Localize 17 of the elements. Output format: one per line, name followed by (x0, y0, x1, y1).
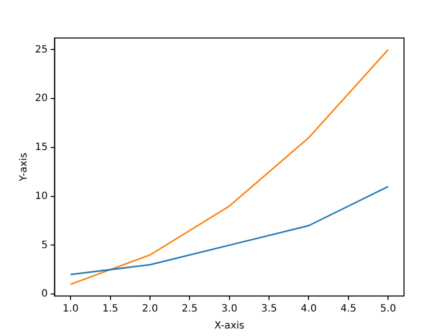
x-tick-label: 2.5 (182, 304, 198, 315)
x-tick-label: 3.0 (221, 304, 238, 315)
y-axis-title: Y-axis (18, 152, 30, 182)
y-tick-label: 10 (34, 190, 48, 202)
x-tick-label: 4.0 (300, 304, 317, 315)
x-tick-label: 1.0 (62, 304, 79, 315)
x-tick-label: 5.0 (380, 304, 396, 315)
y-tick-label: 5 (41, 240, 48, 251)
x-tick-label: 3.5 (261, 304, 278, 315)
x-axis-title: X-axis (214, 320, 244, 332)
x-tick-label: 1.5 (102, 304, 118, 315)
y-tick-label: 20 (34, 93, 48, 104)
y-tick-label: 15 (34, 142, 48, 154)
y-tick-label: 0 (41, 288, 48, 300)
x-tick-label: 4.5 (340, 304, 356, 315)
x-tick-label: 2.0 (142, 304, 158, 315)
y-tick-label: 25 (34, 44, 48, 56)
